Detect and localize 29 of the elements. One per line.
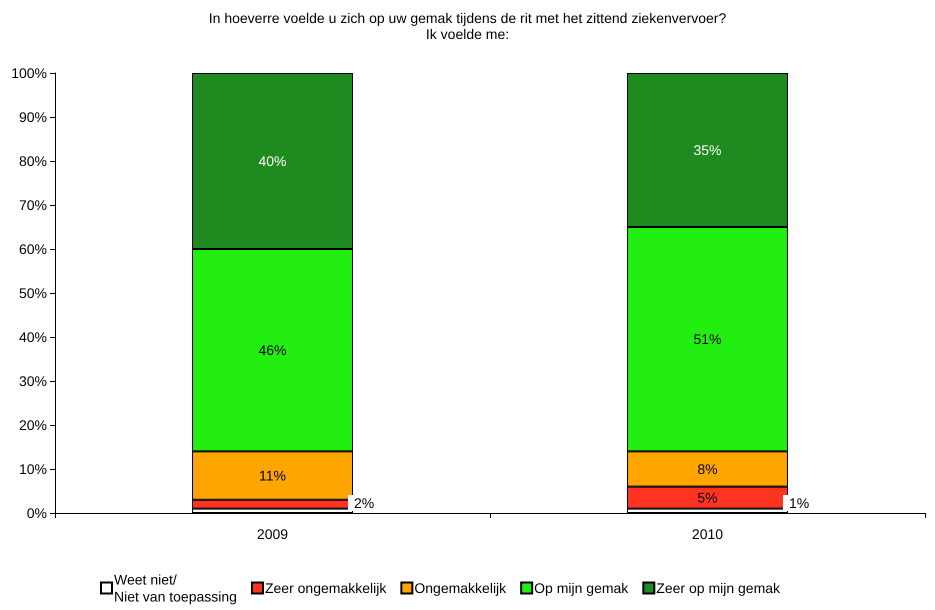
data-label: 40%	[258, 153, 287, 169]
legend-label: Ongemakkelijk	[414, 580, 508, 596]
legend-label: Op mijn gemak	[534, 580, 630, 596]
y-tick-label: 30%	[18, 373, 47, 389]
y-tick-label: 40%	[18, 329, 47, 345]
legend-label: Zeer ongemakkelijk	[264, 580, 388, 596]
x-tick-label: 2009	[256, 526, 288, 542]
y-tick-label: 50%	[18, 285, 47, 301]
y-tick-label: 0%	[26, 505, 47, 521]
data-label: 1%	[788, 495, 810, 511]
data-label: 5%	[697, 490, 718, 506]
chart-title: In hoeverre voelde u zich op uw gemak tijdens de rit met het zittend ziekenvervoer?	[208, 10, 726, 26]
y-tick-label: 80%	[18, 153, 47, 169]
chart-subtitle: Ik voelde me:	[426, 26, 510, 42]
data-label: 35%	[693, 142, 722, 158]
y-tick-label: 20%	[18, 417, 47, 433]
legend-label: Zeer op mijn gemak	[656, 580, 782, 596]
data-label: 8%	[697, 461, 718, 477]
legend-label: Weet niet/ Niet van toepassing	[114, 572, 237, 604]
y-tick-label: 10%	[18, 461, 47, 477]
data-label: 2%	[354, 495, 374, 511]
y-tick-label: 60%	[18, 241, 47, 257]
y-tick-label: 70%	[18, 197, 47, 213]
data-label: 51%	[693, 331, 722, 348]
y-tick-label: 100%	[11, 65, 47, 81]
data-label: 11%	[259, 468, 286, 484]
y-tick-label: 90%	[18, 109, 47, 125]
data-label: 46%	[258, 342, 287, 358]
x-tick-label: 2010	[692, 526, 724, 542]
